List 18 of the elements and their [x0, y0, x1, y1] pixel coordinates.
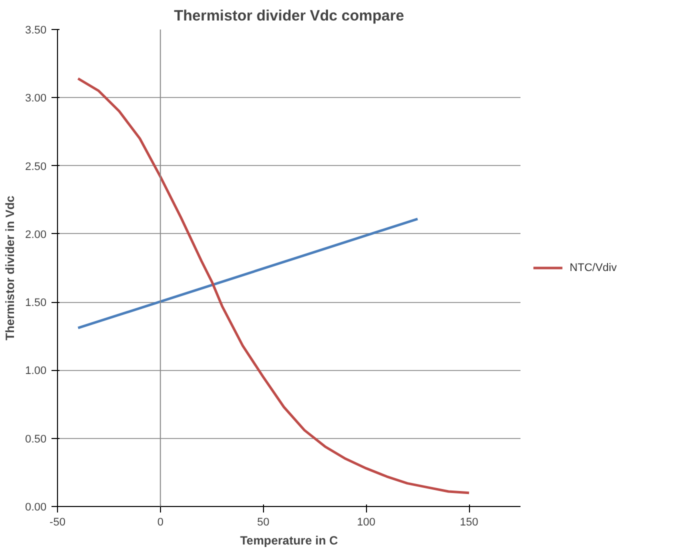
- y-tick-label: 3.50: [25, 24, 47, 36]
- y-tick-label: 0.00: [25, 502, 47, 514]
- x-tick-label: 0: [157, 516, 164, 528]
- x-tick-label: 50: [257, 516, 270, 528]
- y-tick-label: 1.00: [25, 365, 47, 378]
- y-tick-label: 1.50: [25, 297, 47, 310]
- x-tick-label: 150: [460, 516, 478, 528]
- x-tick-label: 100: [356, 516, 376, 528]
- y-axis-title: Thermistor divider in Vdc: [3, 195, 18, 340]
- x-tick-label: -50: [50, 516, 66, 528]
- x-axis-title: Temperature in C: [240, 534, 338, 548]
- y-tick-label: 2.50: [25, 160, 47, 173]
- y-tick-label: 0.50: [25, 433, 47, 446]
- y-tick-label: 2.00: [25, 228, 47, 241]
- y-tick-label: 3.00: [25, 92, 47, 105]
- legend-label: NTC/Vdiv: [570, 262, 618, 274]
- line-series: [76, 77, 470, 494]
- chart-title: Thermistor divider Vdc compare: [174, 8, 404, 24]
